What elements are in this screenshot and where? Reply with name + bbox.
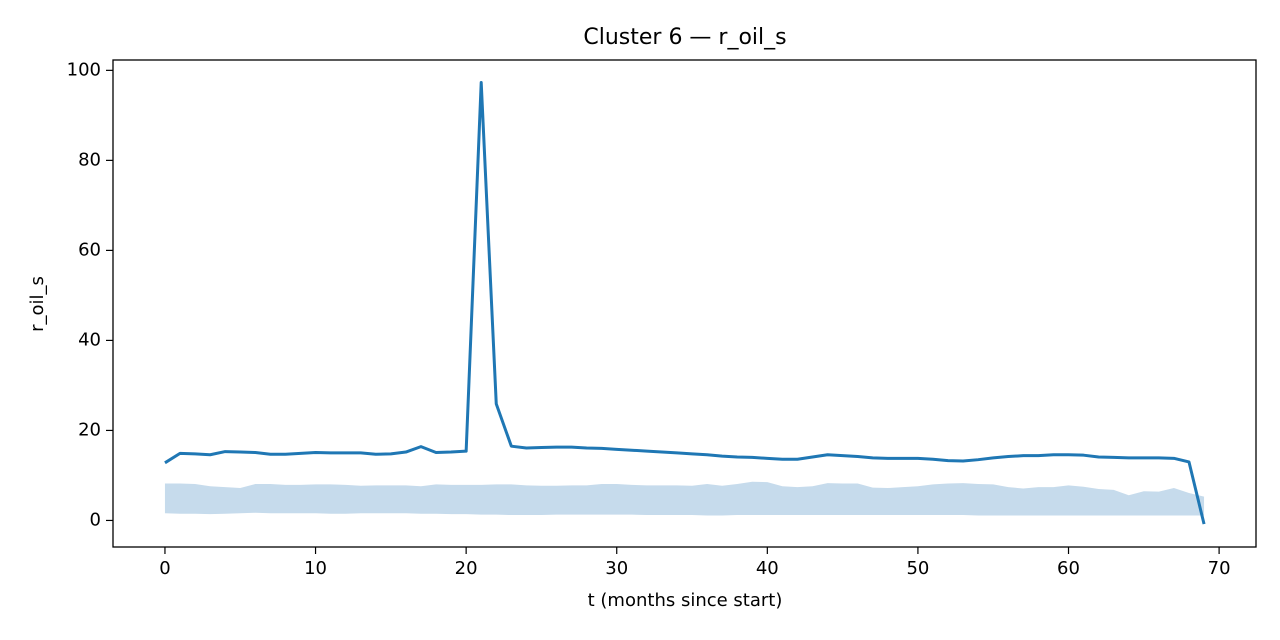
x-tick-label: 40 [756, 558, 779, 579]
x-tick-label: 20 [455, 558, 478, 579]
x-tick-label: 10 [304, 558, 327, 579]
chart-title: Cluster 6 — r_oil_s [583, 25, 786, 50]
y-axis-label: r_oil_s [27, 276, 48, 332]
y-tick-label: 20 [78, 419, 101, 440]
y-tick-label: 80 [78, 149, 101, 170]
x-tick-label: 50 [906, 558, 929, 579]
x-tick-label: 30 [605, 558, 628, 579]
y-tick-label: 40 [78, 329, 101, 350]
data-line [164, 81, 1206, 525]
plot-frame [112, 59, 1257, 548]
y-tick-label: 0 [90, 509, 101, 530]
x-tick-label: 60 [1057, 558, 1080, 579]
x-axis-label: t (months since start) [588, 590, 783, 611]
band-area [164, 481, 1205, 516]
x-tick-label: 70 [1208, 558, 1231, 579]
y-tick-label: 60 [78, 239, 101, 260]
x-tick-label: 0 [159, 558, 170, 579]
y-tick-label: 100 [67, 59, 101, 80]
